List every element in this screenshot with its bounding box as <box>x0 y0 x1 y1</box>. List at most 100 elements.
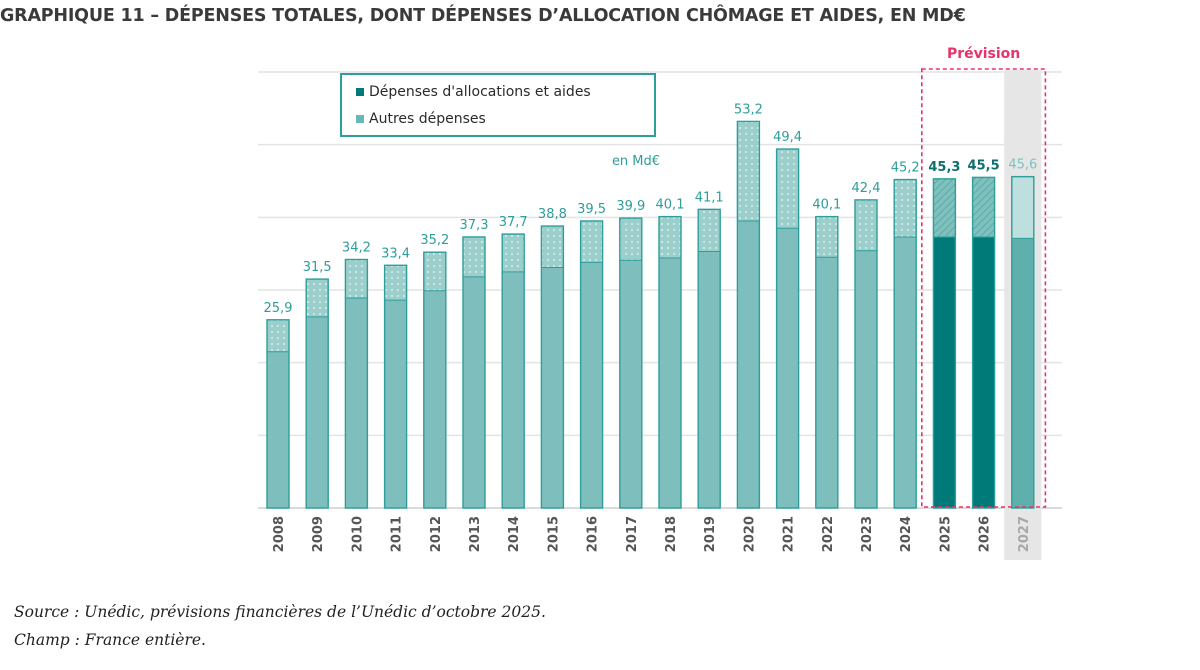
source-text: Source : Unédic, prévisions financières … <box>14 603 546 621</box>
bar-outline <box>854 199 878 509</box>
bar-outline <box>736 120 761 509</box>
bar-outline <box>383 264 408 509</box>
bar-allocations <box>972 236 995 508</box>
forecast-group: Prévision <box>920 46 1047 508</box>
bar-autres <box>580 220 603 263</box>
bar-autres <box>345 259 368 298</box>
bar-autres <box>502 234 525 272</box>
bar-autres <box>659 216 681 259</box>
x-tick-label: 2022 <box>821 516 836 552</box>
bar-total-label: 40,1 <box>656 198 685 213</box>
bar-allocations <box>776 228 799 508</box>
bar-allocations <box>423 290 446 508</box>
bar-allocations <box>267 351 289 508</box>
labels: 25,9 31,5 34,2 33,4 35,2 37,3 37,7 38,8 39,5 39,9… <box>264 102 1038 315</box>
bar-allocations <box>698 251 721 508</box>
bar-autres <box>267 319 289 352</box>
bar-allocations <box>737 220 760 508</box>
x-tick-label: 2017 <box>625 516 640 552</box>
bar-autres <box>776 149 799 229</box>
bar-total-label: 45,3 <box>928 160 960 175</box>
bar-outline <box>305 278 329 509</box>
bar-autres <box>972 177 995 237</box>
legend-item-autres: Autres dépenses <box>356 111 486 127</box>
bar-allocations <box>855 250 877 508</box>
bar-total-label: 45,6 <box>1008 158 1037 173</box>
x-tick-label: 2014 <box>507 516 522 552</box>
source-notes: Source : Unédic, prévisions financières … <box>14 598 546 654</box>
x-tick-label: 2018 <box>664 516 679 552</box>
bar-total-label: 37,3 <box>460 218 489 233</box>
legend-label-allocations: Dépenses d'allocations et aides <box>369 84 591 100</box>
x-tick-label: 2025 <box>938 516 953 552</box>
bar-autres <box>933 178 956 237</box>
bar-total-label: 38,8 <box>538 207 567 222</box>
bar-total-label: 45,2 <box>891 161 920 176</box>
bar-autres <box>619 218 642 261</box>
bar-allocations <box>463 276 485 508</box>
x-tick-label: 2013 <box>468 516 483 552</box>
legend: Dépenses d'allocations et aides Autres d… <box>340 73 656 137</box>
bar-total-label: 34,2 <box>342 240 371 255</box>
bar-outline <box>893 178 917 509</box>
bar-total-label: 39,5 <box>577 202 606 217</box>
x-tick-label: 2021 <box>782 516 797 552</box>
bar-outline <box>697 208 721 509</box>
bar-allocations <box>541 267 564 508</box>
bar-autres <box>894 179 917 237</box>
champ-text: Champ : France entière. <box>14 631 206 649</box>
bar-outline <box>932 178 957 509</box>
bar-total-label: 45,5 <box>968 158 1000 173</box>
bar-allocations <box>894 236 917 508</box>
x-tick-label: 2010 <box>350 516 365 552</box>
x-tick-label: 2011 <box>390 516 405 552</box>
legend-item-allocations: Dépenses d'allocations et aides <box>356 84 591 100</box>
bar-total-label: 37,7 <box>499 215 528 230</box>
bar-outline <box>579 220 604 509</box>
bar-autres <box>306 279 329 317</box>
unit-label: en Md€ <box>612 154 660 169</box>
bar-outline <box>658 215 682 509</box>
forecast-box <box>920 68 1047 508</box>
bar-outline <box>266 319 290 509</box>
bar-autres <box>423 252 446 291</box>
x-tick-label: 2019 <box>703 516 718 552</box>
legend-label-autres: Autres dépenses <box>369 111 486 127</box>
bar-outline <box>501 233 525 509</box>
chart-title: GRAPHIQUE 11 – DÉPENSES TOTALES, DONT DÉ… <box>0 6 966 26</box>
x-tick-label: 2015 <box>546 516 561 552</box>
bar-autres <box>463 236 485 277</box>
bar-outline <box>775 148 800 509</box>
bar-total-label: 39,9 <box>616 199 645 214</box>
x-tick-label: 2009 <box>311 516 326 552</box>
bar-outline <box>462 236 486 509</box>
bar-total-label: 41,1 <box>695 190 724 205</box>
bar-total-label: 53,2 <box>734 102 763 117</box>
bar-outline <box>423 251 447 509</box>
x-tick-label: 2012 <box>429 516 444 552</box>
bar-outline <box>1011 175 1035 509</box>
bar-allocations <box>306 316 329 508</box>
bar-outline <box>815 215 839 509</box>
legend-swatch-autres <box>356 115 364 123</box>
bar-allocations <box>384 300 407 508</box>
bar-autres <box>1011 176 1034 239</box>
bar-outline <box>971 176 996 509</box>
x-tick-label: 2026 <box>978 516 993 552</box>
bar-autres <box>541 226 564 268</box>
x-tick-label: 2023 <box>860 516 875 552</box>
bar-outline <box>344 258 369 509</box>
bar-total-label: 40,1 <box>812 198 841 213</box>
legend-swatch-allocations <box>356 88 364 96</box>
bar-allocations <box>815 257 838 508</box>
bar-allocations <box>345 297 368 508</box>
bar-allocations <box>619 260 642 508</box>
x-tick-label: 2027 <box>1017 516 1032 552</box>
x-tick-label: 2020 <box>742 516 757 552</box>
bar-allocations <box>580 262 603 508</box>
bar-outline <box>540 225 565 509</box>
bar-total-label: 49,4 <box>773 130 802 145</box>
bar-allocations <box>933 236 956 508</box>
x-tick-label: 2008 <box>272 516 287 552</box>
